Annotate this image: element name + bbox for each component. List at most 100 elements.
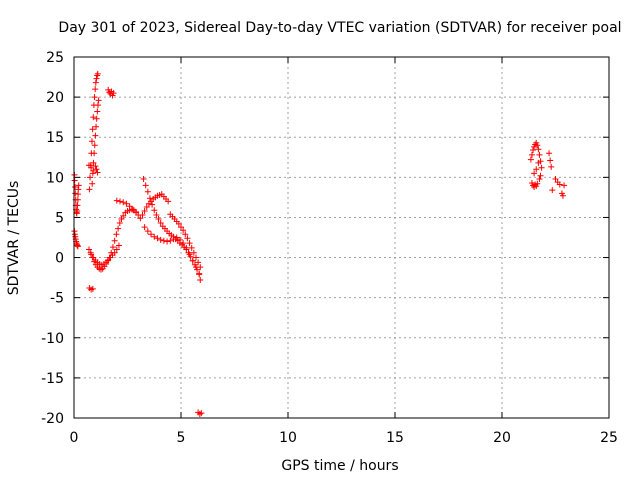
data-point [95,97,102,104]
data-point [184,235,191,242]
data-point [93,123,100,130]
x-tick-label: 25 [600,430,618,446]
data-point [535,146,542,153]
data-point [173,234,180,241]
data-point [148,231,155,238]
data-point [151,207,158,214]
data-point [88,164,95,171]
data-point [91,94,98,101]
data-point [115,225,122,232]
series-cluster-near-2h [105,86,117,99]
y-tick-label: 20 [46,90,64,106]
data-point [123,200,130,207]
data-point [89,180,96,187]
axis-ticks: 0 5 10 15 20 25 -20 -15 -10 -5 0 5 10 15 20 25 [41,50,618,446]
data-point [144,228,151,235]
data-point [85,246,92,253]
data-point [142,182,149,189]
data-point [92,79,99,86]
data-point [198,410,205,417]
data-point [120,212,127,219]
data-point [533,183,540,190]
data-point [137,215,144,222]
data-point [74,208,81,215]
data-point [92,163,99,170]
data-point [118,216,125,223]
series-mid-rise [89,97,102,187]
series-cluster-low-21h [528,179,540,190]
data-point [93,75,100,82]
data-point [170,236,177,243]
data-point [140,175,147,182]
data-point [155,216,162,223]
series-short-band [85,162,101,176]
data-point [94,108,101,115]
data-point [72,190,79,197]
data-point [189,257,196,264]
data-point [88,251,95,258]
data-points [71,70,568,417]
data-point [74,202,81,209]
data-point [74,243,81,250]
series-upper-arm [167,211,204,271]
data-point [176,236,183,243]
data-point [197,277,204,284]
data-point [151,233,158,240]
data-point [144,188,151,195]
data-point [90,167,97,174]
data-point [167,237,174,244]
y-tick-label: 15 [46,130,64,146]
data-point [115,242,122,249]
data-point [117,198,124,205]
data-point [559,192,566,199]
series-cluster-near-21h [527,139,545,187]
data-point [141,208,148,215]
data-point [139,212,146,219]
data-point [116,220,123,227]
data-point [534,142,541,149]
data-point [113,231,120,238]
series-hump-plateau [113,197,140,216]
data-point [109,244,116,251]
data-point [111,237,118,244]
data-point [111,249,118,256]
data-point [93,115,100,122]
y-tick-label: 5 [55,210,64,226]
data-point [546,150,553,157]
data-point [89,126,96,133]
data-point [94,169,101,176]
data-point [552,175,559,182]
data-point [91,150,98,157]
data-point [129,206,136,213]
data-point [110,90,117,97]
data-point [154,235,161,242]
data-point [92,86,99,93]
data-point [160,237,167,244]
data-point [94,70,101,77]
series-left-edge-lower [71,228,81,250]
data-point [188,244,195,251]
y-tick-label: 25 [46,50,64,66]
data-point [186,240,193,247]
data-point [186,251,193,258]
data-point [178,224,184,231]
data-point [196,410,203,417]
x-tick-label: 0 [70,430,79,446]
series-valley-parallel [88,242,122,268]
data-point [87,174,94,181]
data-point [141,224,148,231]
data-point [149,201,156,208]
data-point [90,159,97,166]
data-point [153,212,160,219]
x-tick-label: 10 [279,430,297,446]
data-point [157,220,164,227]
data-point [535,159,542,166]
data-point [192,254,199,261]
data-point [175,220,182,227]
data-point [533,166,540,173]
data-point [157,236,164,243]
data-point [195,259,202,266]
data-point [94,102,101,109]
data-point [531,170,538,177]
